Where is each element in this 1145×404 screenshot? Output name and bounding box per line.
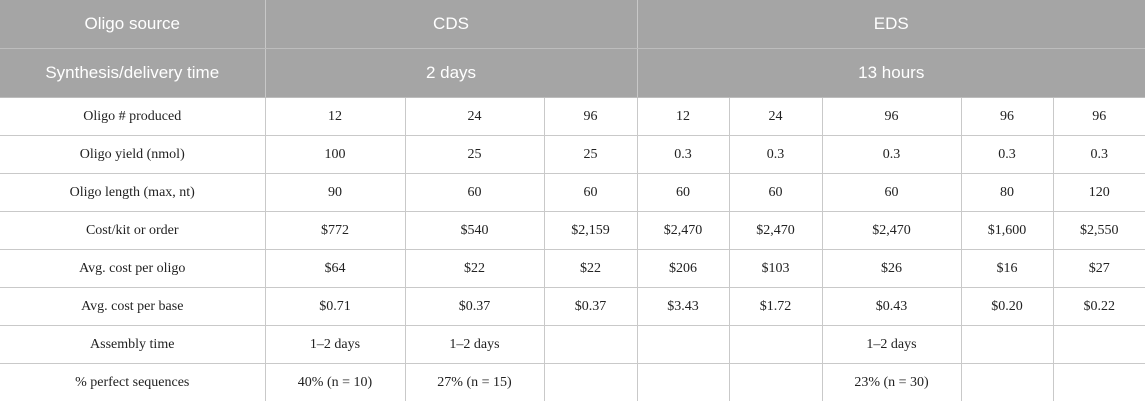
row-label: % perfect sequences: [0, 363, 266, 401]
table-cell: $103: [729, 249, 823, 288]
table-cell: $1,600: [961, 211, 1054, 250]
table-cell: $2,470: [729, 211, 823, 250]
table-cell: $0.20: [961, 287, 1054, 326]
row-label: Assembly time: [0, 325, 266, 364]
table-cell: 1–2 days: [265, 325, 406, 364]
table-cell: 96: [1053, 97, 1145, 136]
table-cell: 100: [265, 135, 406, 174]
table-cell: 0.3: [822, 135, 962, 174]
table-cell: 12: [265, 97, 406, 136]
row-label: Oligo length (max, nt): [0, 173, 266, 212]
table-cell: [544, 363, 638, 401]
table-cell: [961, 363, 1054, 401]
table-cell: $206: [637, 249, 730, 288]
table-cell: [637, 325, 730, 364]
header-eds-time: 13 hours: [637, 48, 1145, 98]
table-cell: 24: [405, 97, 545, 136]
table-cell: $22: [544, 249, 638, 288]
table-cell: $540: [405, 211, 545, 250]
table-cell: $772: [265, 211, 406, 250]
table-cell: 96: [822, 97, 962, 136]
table-cell: 60: [822, 173, 962, 212]
table-cell: $1.72: [729, 287, 823, 326]
table-cell: 1–2 days: [822, 325, 962, 364]
table-cell: 60: [729, 173, 823, 212]
table-cell: $2,159: [544, 211, 638, 250]
table-cell: 60: [544, 173, 638, 212]
table-cell: [961, 325, 1054, 364]
table-cell: [1053, 325, 1145, 364]
table-cell: $16: [961, 249, 1054, 288]
table-cell: 1–2 days: [405, 325, 545, 364]
table-cell: [637, 363, 730, 401]
header-cds: CDS: [265, 0, 638, 49]
table-cell: $0.37: [544, 287, 638, 326]
header-label-oligo-source: Oligo source: [0, 0, 266, 49]
table-cell: $3.43: [637, 287, 730, 326]
table-row: Avg. cost per oligo $64 $22 $22 $206 $10…: [0, 249, 1145, 288]
table-cell: $0.22: [1053, 287, 1145, 326]
table-cell: $27: [1053, 249, 1145, 288]
table-cell: 96: [544, 97, 638, 136]
table-cell: 25: [544, 135, 638, 174]
header-cds-time: 2 days: [265, 48, 638, 98]
table-cell: $2,470: [822, 211, 962, 250]
table-cell: 0.3: [961, 135, 1054, 174]
table-cell: 27% (n = 15): [405, 363, 545, 401]
row-label: Oligo # produced: [0, 97, 266, 136]
header-row-oligo-source: Oligo source CDS EDS: [0, 0, 1145, 49]
table-row: Avg. cost per base $0.71 $0.37 $0.37 $3.…: [0, 287, 1145, 326]
table-cell: $26: [822, 249, 962, 288]
table-cell: 80: [961, 173, 1054, 212]
table-row: Cost/kit or order $772 $540 $2,159 $2,47…: [0, 211, 1145, 250]
table-cell: $0.43: [822, 287, 962, 326]
table-cell: 12: [637, 97, 730, 136]
table-row: Oligo length (max, nt) 90 60 60 60 60 60…: [0, 173, 1145, 212]
row-label: Avg. cost per oligo: [0, 249, 266, 288]
header-label-synthesis-time: Synthesis/delivery time: [0, 48, 266, 98]
table-cell: 90: [265, 173, 406, 212]
table-cell: 120: [1053, 173, 1145, 212]
table-cell: 60: [405, 173, 545, 212]
table-cell: $64: [265, 249, 406, 288]
table-row: Oligo # produced 12 24 96 12 24 96 96 96: [0, 97, 1145, 136]
table-cell: [1053, 364, 1145, 402]
table-cell: $0.71: [265, 287, 406, 326]
row-label: Cost/kit or order: [0, 211, 266, 250]
table-cell: $2,550: [1053, 211, 1145, 250]
table-cell: $2,470: [637, 211, 730, 250]
table-row: Assembly time 1–2 days 1–2 days 1–2 days: [0, 325, 1145, 364]
table-cell: $0.37: [405, 287, 545, 326]
table-cell: $22: [405, 249, 545, 288]
table-cell: 0.3: [637, 135, 730, 174]
table-row: Oligo yield (nmol) 100 25 25 0.3 0.3 0.3…: [0, 135, 1145, 174]
header-eds: EDS: [637, 0, 1145, 49]
row-label: Avg. cost per base: [0, 287, 266, 326]
table-cell: [729, 325, 823, 364]
table-cell: [544, 325, 638, 364]
header-row-synthesis-time: Synthesis/delivery time 2 days 13 hours: [0, 48, 1145, 98]
table-cell: 23% (n = 30): [822, 363, 962, 401]
row-label: Oligo yield (nmol): [0, 135, 266, 174]
table-cell: 0.3: [729, 135, 823, 174]
table-cell: [729, 363, 823, 401]
table-cell: 24: [729, 97, 823, 136]
table-row: % perfect sequences 40% (n = 10) 27% (n …: [0, 363, 1145, 402]
table-cell: 40% (n = 10): [265, 363, 406, 401]
table-cell: 60: [637, 173, 730, 212]
table-cell: 25: [405, 135, 545, 174]
table-cell: 96: [961, 97, 1054, 136]
table-cell: 0.3: [1053, 135, 1145, 174]
